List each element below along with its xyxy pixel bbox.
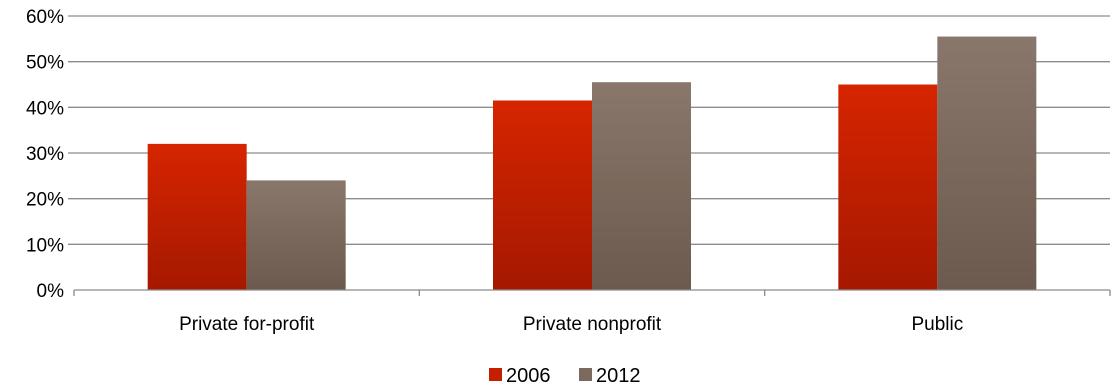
- y-tick-label: 10%: [26, 235, 64, 256]
- x-category-label: Public: [911, 314, 963, 335]
- x-category-label: Private nonprofit: [523, 314, 662, 335]
- x-axis: [73, 289, 1111, 296]
- x-axis-category-labels: Private for-profit Private nonprofit Publi…: [179, 314, 963, 335]
- y-tick-label: 50%: [26, 53, 64, 74]
- bar-2012-private-for-profit: [246, 180, 346, 290]
- y-tick-label: 30%: [26, 144, 64, 165]
- bar-2006-public: [838, 84, 938, 290]
- bar-2012-private-nonprofit: [592, 82, 691, 290]
- legend-swatch: [489, 368, 502, 381]
- y-axis-tick-labels: 0% 10% 20% 30% 40% 50% 60%: [26, 7, 64, 302]
- legend-label: 2006: [506, 365, 551, 387]
- bars: [147, 36, 1037, 290]
- legend-label: 2012: [596, 365, 641, 387]
- y-tick-label: 60%: [26, 7, 64, 28]
- legend-swatch: [579, 368, 592, 381]
- legend: 2006 2012: [489, 365, 641, 387]
- y-tick-label: 20%: [26, 190, 64, 211]
- y-tick-label: 40%: [26, 98, 64, 119]
- bar-2006-private-nonprofit: [493, 100, 592, 290]
- x-category-label: Private for-profit: [179, 314, 315, 335]
- y-tick-label: 0%: [37, 281, 65, 302]
- bar-2012-public: [937, 36, 1037, 290]
- bar-2006-private-for-profit: [147, 143, 247, 290]
